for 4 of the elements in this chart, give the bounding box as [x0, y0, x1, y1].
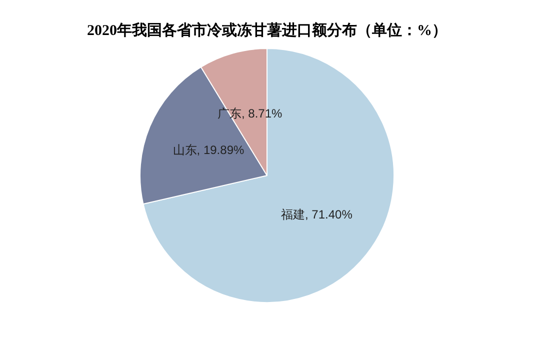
slice-label: 福建, 71.40%: [280, 207, 353, 222]
chart-title: 2020年我国各省市冷或冻甘薯进口额分布（单位：%）: [87, 20, 447, 39]
slice-label: 山东, 19.89%: [172, 143, 244, 158]
slice-label: 广东, 8.71%: [217, 106, 283, 121]
